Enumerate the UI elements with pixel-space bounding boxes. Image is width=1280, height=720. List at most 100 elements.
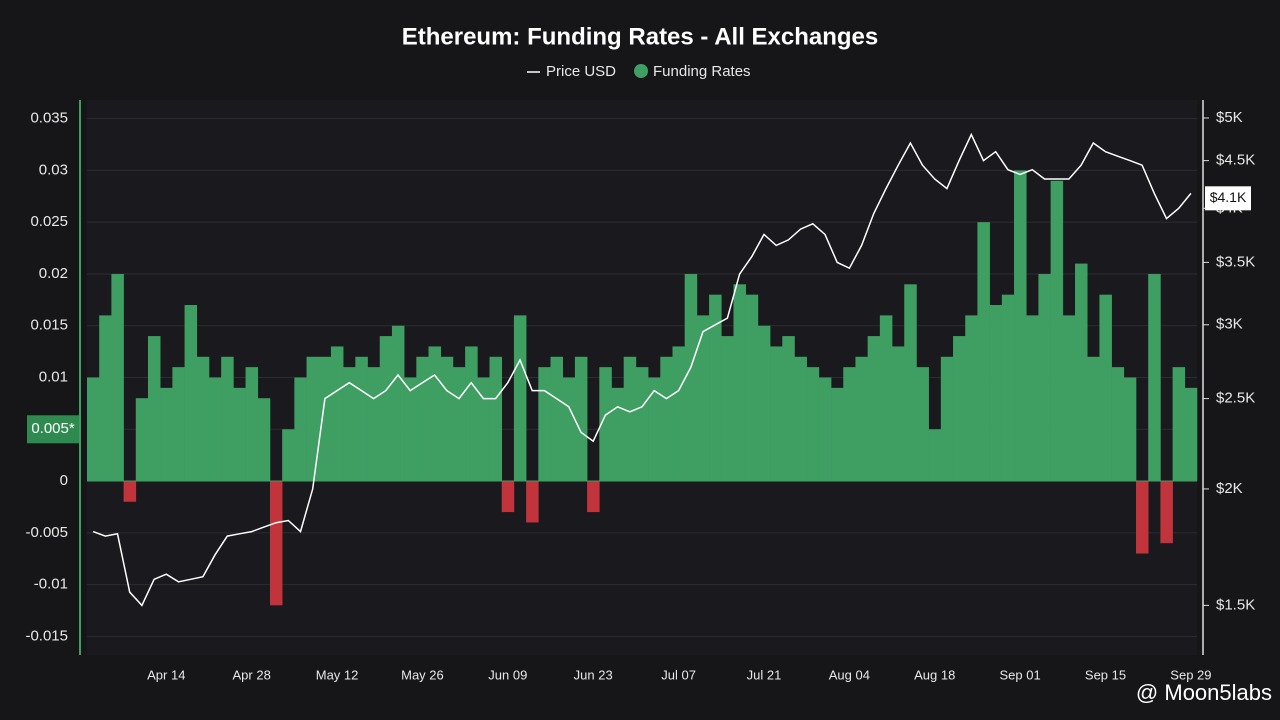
bar xyxy=(1075,263,1088,482)
bar xyxy=(513,315,527,482)
bar xyxy=(940,356,954,482)
bar xyxy=(587,481,600,513)
bar xyxy=(904,284,917,482)
bar xyxy=(745,294,759,482)
bar xyxy=(684,273,698,482)
bar xyxy=(391,325,405,482)
bar xyxy=(782,336,795,482)
bar xyxy=(1026,315,1039,482)
bar xyxy=(635,367,649,482)
x-tick-label: Aug 04 xyxy=(829,667,870,682)
bar xyxy=(660,356,673,482)
bar xyxy=(806,367,820,482)
x-tick-label: Sep 01 xyxy=(1000,667,1041,682)
bar xyxy=(1160,481,1173,544)
bar xyxy=(1136,481,1149,554)
bar xyxy=(196,356,210,482)
y-tick-label: -0.005 xyxy=(25,524,68,541)
bar xyxy=(696,315,710,482)
y2-tick-label: $3K xyxy=(1216,316,1243,333)
bar xyxy=(562,377,576,482)
bar xyxy=(269,481,283,606)
y2-tick-label: $5K xyxy=(1216,109,1243,126)
bar xyxy=(1111,367,1125,482)
bar xyxy=(208,377,222,482)
bar xyxy=(452,367,466,482)
x-tick-label: Jun 23 xyxy=(574,667,613,682)
x-tick-label: Jul 21 xyxy=(747,667,782,682)
bar xyxy=(757,325,771,482)
bar xyxy=(367,367,381,482)
x-tick-label: Apr 28 xyxy=(233,667,271,682)
bar xyxy=(977,222,990,482)
bar xyxy=(282,429,295,482)
y-tick-label: -0.01 xyxy=(34,576,68,593)
bar xyxy=(172,367,185,482)
bar xyxy=(867,336,881,482)
bar xyxy=(233,387,246,482)
bar xyxy=(648,377,661,482)
bar xyxy=(111,273,124,482)
last-price-badge xyxy=(1205,186,1251,211)
y2-tick-label: $2K xyxy=(1216,480,1243,497)
bar xyxy=(489,356,503,482)
bar xyxy=(1001,294,1015,482)
bar xyxy=(1123,377,1137,482)
bar xyxy=(526,481,539,523)
bar xyxy=(1014,170,1027,482)
bar xyxy=(294,377,307,482)
bar xyxy=(989,305,1003,482)
legend-label: Funding Rates xyxy=(653,63,751,80)
bar xyxy=(440,356,454,482)
bar xyxy=(550,356,564,482)
y-tick-label: 0.01 xyxy=(39,368,68,385)
bar xyxy=(343,367,356,482)
bar xyxy=(330,346,344,482)
y-tick-label: 0.03 xyxy=(39,161,68,178)
bar xyxy=(794,356,807,482)
last-funding-badge xyxy=(27,415,79,444)
x-tick-label: Sep 15 xyxy=(1085,667,1126,682)
bar xyxy=(257,398,271,482)
bar xyxy=(160,387,173,482)
bar xyxy=(611,387,625,482)
last-funding-label: 0.005* xyxy=(31,420,75,437)
bar xyxy=(721,336,734,482)
bar xyxy=(709,294,722,482)
x-tick-label: Jul 07 xyxy=(661,667,696,682)
bar xyxy=(1184,387,1198,482)
bar xyxy=(221,356,234,482)
y-tick-label: -0.015 xyxy=(25,627,68,644)
bar xyxy=(1062,315,1076,482)
y2-tick-label: $1.5K xyxy=(1216,596,1255,613)
last-price-label: $4.1K xyxy=(1210,189,1247,205)
bar xyxy=(928,429,942,482)
bar xyxy=(623,356,637,482)
x-tick-label: May 12 xyxy=(316,667,359,682)
bar xyxy=(599,367,612,482)
bar xyxy=(147,336,161,482)
bar xyxy=(965,315,978,482)
bar xyxy=(1038,273,1051,482)
bar xyxy=(1099,294,1112,482)
bar xyxy=(465,346,478,482)
bar xyxy=(477,377,490,482)
legend-label: Price USD xyxy=(546,63,616,80)
bar xyxy=(953,336,966,482)
x-tick-label: Aug 18 xyxy=(914,667,955,682)
bar xyxy=(1148,273,1161,482)
bar xyxy=(306,356,320,482)
bar xyxy=(892,346,905,482)
bar xyxy=(831,387,844,482)
bar xyxy=(1050,180,1064,482)
x-tick-label: May 26 xyxy=(401,667,444,682)
bar xyxy=(538,367,551,482)
y-tick-label: 0.025 xyxy=(30,213,68,230)
bar xyxy=(1172,367,1186,482)
y-tick-label: 0.02 xyxy=(39,265,68,282)
y-tick-label: 0.015 xyxy=(30,317,68,334)
bar xyxy=(184,305,198,482)
bar xyxy=(355,356,368,482)
